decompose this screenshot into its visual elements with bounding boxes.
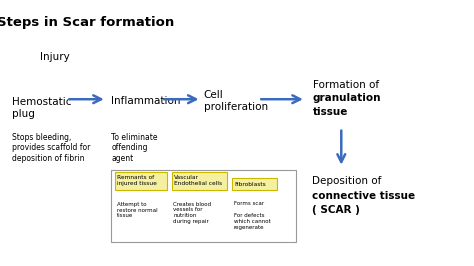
FancyBboxPatch shape — [111, 170, 296, 242]
Text: Cell
proliferation: Cell proliferation — [204, 90, 268, 112]
Text: Hemostatic
plug: Hemostatic plug — [12, 97, 72, 119]
Text: Creates blood
vessels for
nutrition
during repair: Creates blood vessels for nutrition duri… — [173, 202, 211, 224]
Text: ( SCAR ): ( SCAR ) — [312, 205, 360, 215]
Text: Remnants of
injured tissue: Remnants of injured tissue — [117, 176, 157, 186]
Text: Stops bleeding,
provides scaffold for
deposition of fibrin: Stops bleeding, provides scaffold for de… — [12, 133, 90, 163]
Text: Deposition of: Deposition of — [312, 176, 381, 186]
Text: tissue: tissue — [313, 107, 348, 117]
Text: Injury: Injury — [40, 52, 70, 62]
Text: Steps in Scar formation: Steps in Scar formation — [0, 16, 174, 29]
Text: Forms scar

For defects
which cannot
regenerate: Forms scar For defects which cannot rege… — [234, 201, 271, 230]
Text: Formation of: Formation of — [313, 80, 379, 90]
Text: Fibroblasts: Fibroblasts — [234, 182, 266, 187]
Text: connective tissue: connective tissue — [312, 190, 415, 201]
Text: To eliminate
offending
agent: To eliminate offending agent — [111, 133, 158, 163]
Text: Vascular
Endothelial cells: Vascular Endothelial cells — [174, 176, 222, 186]
Text: Inflammation: Inflammation — [111, 96, 181, 106]
FancyBboxPatch shape — [115, 172, 167, 190]
Text: Attempt to
restore normal
tissue: Attempt to restore normal tissue — [117, 202, 157, 218]
FancyBboxPatch shape — [172, 172, 227, 190]
Text: granulation: granulation — [313, 93, 382, 103]
FancyBboxPatch shape — [232, 178, 277, 190]
